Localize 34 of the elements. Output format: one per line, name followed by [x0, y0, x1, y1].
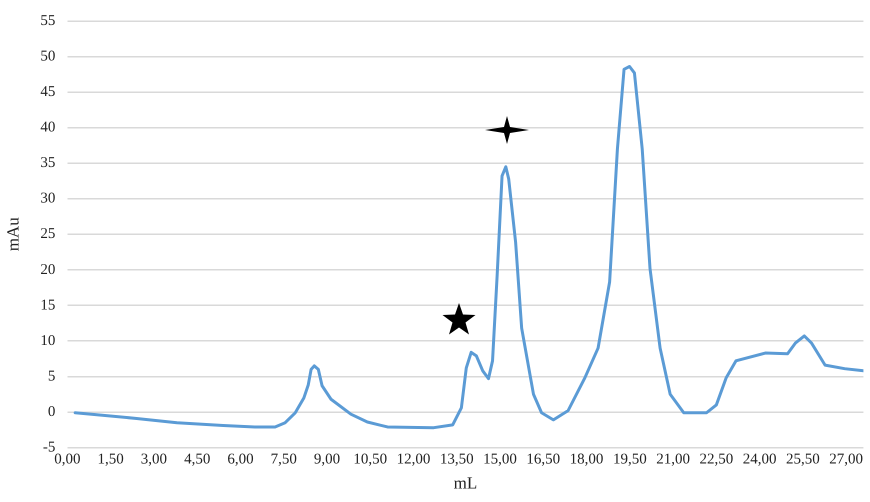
- x-tick-label: 21,00: [656, 452, 690, 468]
- y-axis-title: mAu: [4, 216, 23, 252]
- x-tick-label: 0,00: [54, 452, 81, 468]
- y-tick-label: 30: [40, 190, 56, 207]
- x-tick-label: 3,00: [140, 452, 168, 468]
- y-tick-label: 0: [48, 404, 56, 420]
- x-tick-label: 18,00: [570, 452, 604, 468]
- y-tick-label: 25: [40, 226, 56, 242]
- y-tick-label: 15: [40, 297, 56, 314]
- y-tick-label: 10: [40, 332, 56, 349]
- y-tick-label: 20: [40, 262, 56, 278]
- x-tick-label: 25,50: [786, 452, 820, 468]
- x-tick-label: 27,00: [829, 452, 863, 468]
- y-tick-label: 5: [48, 368, 56, 384]
- x-tick-label: 9,00: [314, 452, 340, 468]
- x-tick-label: 10,50: [353, 452, 388, 468]
- y-tick-label: 45: [40, 84, 56, 100]
- y-tick-label: -5: [42, 440, 56, 456]
- x-tick-label: 19,50: [612, 452, 647, 468]
- y-tick-label: 35: [40, 155, 56, 172]
- x-tick-label: 6,00: [227, 452, 254, 468]
- x-tick-label: 22,50: [699, 452, 734, 468]
- x-tick-label: 1,50: [98, 452, 124, 468]
- y-tick-label: 40: [40, 120, 56, 136]
- x-tick-label: 13,50: [440, 452, 474, 468]
- x-tick-label: 16,50: [526, 452, 560, 468]
- x-axis-title: mL: [454, 473, 478, 492]
- x-tick-label: 24,00: [742, 452, 776, 468]
- x-tick-label: 15,00: [483, 452, 517, 468]
- y-tick-label: 50: [40, 48, 56, 64]
- x-tick-label: 7,50: [270, 452, 297, 468]
- x-tick-label: 4,50: [184, 452, 210, 468]
- x-tick-label: 12,00: [396, 452, 430, 468]
- y-tick-label: 55: [40, 12, 56, 29]
